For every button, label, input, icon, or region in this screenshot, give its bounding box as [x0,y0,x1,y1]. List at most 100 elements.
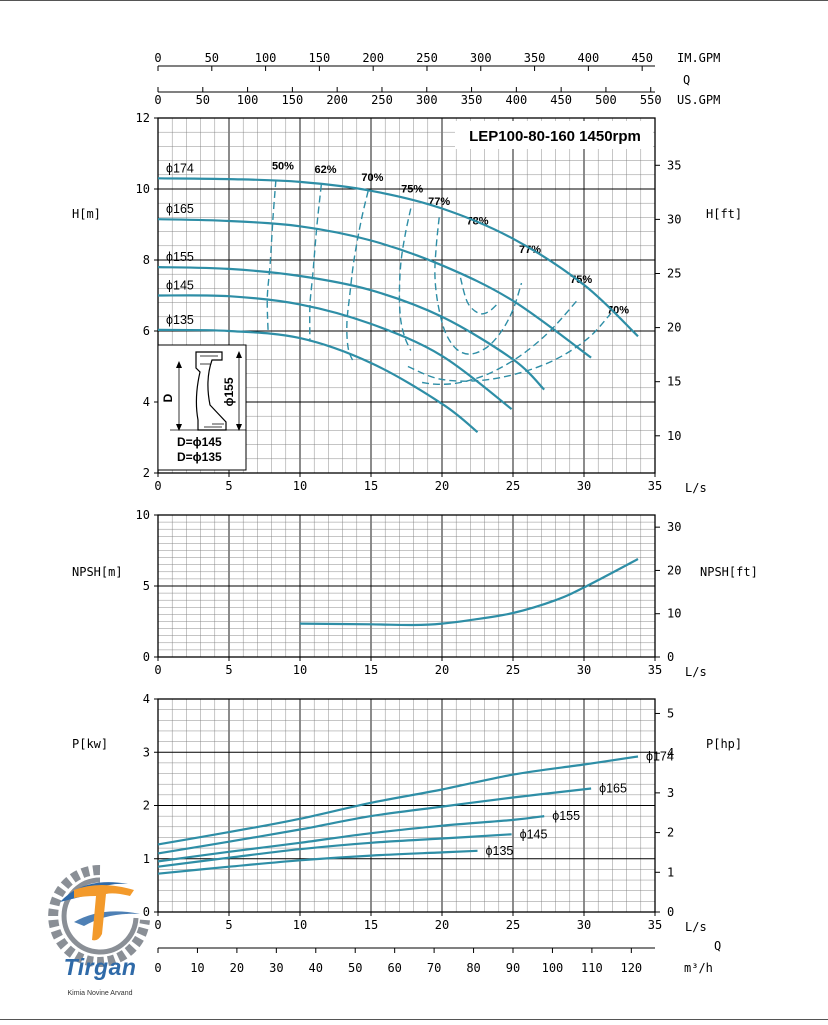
hatch-icon [200,355,224,428]
top-tick-label: 100 [255,51,277,65]
x-tick-label: 0 [154,479,161,493]
top-tick-label: 450 [550,93,572,107]
x-tick-label: 0 [154,663,161,677]
bottom-tick-label: 100 [542,961,564,975]
efficiency-curve [422,298,579,386]
inset-box [157,344,247,471]
letter-t-icon [74,885,134,941]
chart-title: LEP100-80-160 1450rpm [469,128,641,145]
inset-d-label: D [161,393,175,402]
efficiency-curves: 50% 62%70%75%77%78%77%75%70% [266,160,629,386]
y-axis-label: NPSH[m] [72,565,123,579]
bottom-tick-label: 20 [230,961,244,975]
bottom-axis-label: m³/h [684,961,713,975]
y-tick-label: 10 [136,182,150,196]
y-tick-label: 4 [143,692,150,706]
series-line [157,328,479,434]
series-line [157,266,545,391]
right-tick-label: 10 [667,429,681,443]
x-tick-label: 15 [364,918,378,932]
y-tick-label: 1 [143,852,150,866]
top-tick-label: 350 [524,51,546,65]
top-tick-label: 350 [461,93,483,107]
y-tick-label: 2 [143,466,150,480]
series-line [157,849,478,875]
x-tick-label: 30 [577,663,591,677]
arrow-down-icon [176,424,182,431]
top-tick-label: 300 [470,51,492,65]
series-line [157,218,592,359]
x-tick-label: 15 [364,479,378,493]
right-tick-label: 4 [667,746,674,760]
right-tick-label: 20 [667,321,681,335]
series-label: ϕ165 [599,781,627,795]
power-chart: 0 5 10 15 20 25 30 35 L/s 0 1 2 3 4 P[kw] 0 1 2 3 4 5 P[hp] 0 1… [72,692,742,975]
top-tick-label: 300 [416,93,438,107]
series-line [157,787,592,855]
y-tick-label: 0 [143,650,150,664]
bottom-tick-label: 60 [387,961,401,975]
right-tick-label: 5 [667,706,674,720]
y-tick-label: 12 [136,111,150,125]
x-axis-label: L/s [685,665,707,679]
right-tick-label: 2 [667,826,674,840]
series-label: ϕ145 [520,827,548,841]
top-tick-label: 500 [595,93,617,107]
x-tick-label: 20 [435,479,449,493]
bottom-tick-label: 50 [348,961,362,975]
right-tick-label: 1 [667,865,674,879]
bottom-tick-label: 70 [427,961,441,975]
right-tick-label: 20 [667,563,681,577]
series-line [157,294,513,410]
top-tick-label: 0 [154,93,161,107]
arrow-up-icon [176,361,182,368]
y-tick-label: 4 [143,395,150,409]
efficiency-label: 70% [361,172,383,184]
y-axis-label: P[kw] [72,737,108,751]
x-tick-label: 20 [435,663,449,677]
right-tick-label: 30 [667,212,681,226]
y-tick-label: 6 [143,324,150,338]
right-tick-label: 3 [667,786,674,800]
x-tick-label: 5 [225,918,232,932]
efficiency-curve [346,190,369,364]
top-tick-label: 150 [282,93,304,107]
brand-logo-icon [48,864,150,967]
npsh-series [299,558,639,627]
efficiency-label: 70% [607,304,629,316]
brand-tagline: Kimia Novine Arvand [67,990,133,997]
efficiency-curve [266,180,277,332]
x-tick-label: 35 [648,663,662,677]
efficiency-curve [407,312,612,382]
inset-note: D=ϕ135 [177,450,222,464]
series-line [157,755,639,846]
right-tick-label: 0 [667,650,674,664]
series-line [157,177,639,338]
series-line [299,558,639,627]
efficiency-curve [398,208,412,351]
x-tick-label: 35 [648,918,662,932]
series-label: ϕ165 [166,202,194,216]
x-tick-label: 25 [506,663,520,677]
bottom-tick-label: 90 [506,961,520,975]
y-tick-label: 5 [143,579,150,593]
brand-name: Tirgan [63,954,137,980]
arrow-up-icon [236,351,242,358]
top-tick-label: 550 [640,93,662,107]
efficiency-label: 50% [272,160,294,172]
right-tick-label: 15 [667,375,681,389]
y-axis-label: H[m] [72,207,101,221]
head-series: ϕ174 ϕ165 ϕ155 ϕ145 ϕ135 [157,161,639,434]
x-tick-label: 30 [577,479,591,493]
top-tick-label: 0 [154,51,161,65]
x-tick-label: 20 [435,918,449,932]
y-tick-label: 0 [143,905,150,919]
x-tick-label: 15 [364,663,378,677]
top-q-label: Q [683,73,690,87]
inset-dia-label: ϕ155 [222,377,236,406]
series-label: ϕ145 [166,279,194,293]
y-tick-label: 8 [143,253,150,267]
top-axis-label: IM.GPM [677,51,720,65]
